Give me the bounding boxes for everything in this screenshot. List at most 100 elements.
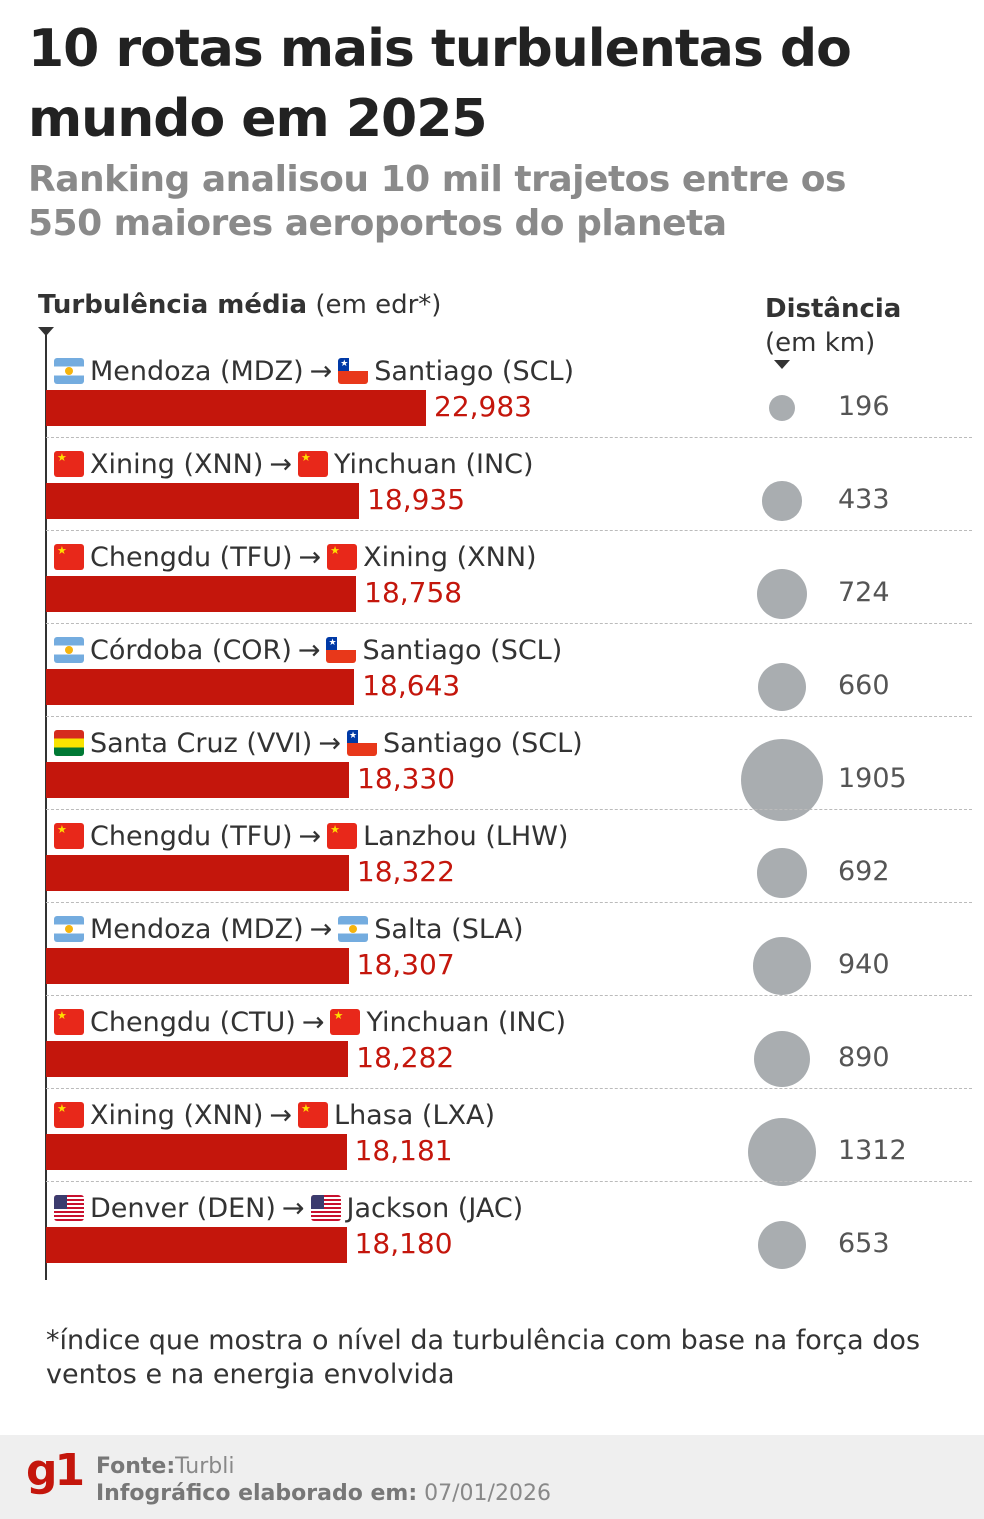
bar-value-label: 18,330	[357, 762, 456, 795]
arrow-icon: →	[297, 634, 321, 666]
destination-airport: Salta (SLA)	[374, 913, 524, 945]
route-label: Santa Cruz (VVI) → ★ Santiago (SCL)	[54, 726, 583, 760]
footnote: *índice que mostra o nível da turbulênci…	[46, 1325, 921, 1390]
bar-value-label: 18,307	[356, 948, 455, 981]
source-block: Fonte:Turbli Infográfico elaborado em: 0…	[96, 1453, 551, 1507]
route-label: ★ Xining (XNN) → ★ Lhasa (LXA)	[54, 1098, 495, 1132]
origin-airport: Mendoza (MDZ)	[90, 913, 304, 945]
distance-unit: (em km)	[765, 328, 876, 358]
distance-value: 653	[838, 1228, 890, 1259]
bar-value-label: 22,983	[434, 390, 532, 423]
origin-airport: Chengdu (TFU)	[90, 820, 293, 852]
x-axis-label-bold: Turbulência média	[38, 290, 308, 320]
arrow-icon: →	[318, 727, 341, 759]
row-divider	[46, 809, 972, 810]
usa-flag-icon	[54, 1195, 84, 1221]
y-axis-line	[45, 330, 47, 1280]
china-flag-icon: ★	[54, 451, 84, 477]
chile-flag-icon: ★	[338, 358, 369, 384]
destination-airport: Yinchuan (INC)	[334, 448, 534, 480]
distance-circle	[757, 1220, 806, 1269]
china-flag-icon: ★	[298, 451, 329, 477]
bar-value-label: 18,282	[356, 1041, 455, 1074]
source-label: Fonte:	[96, 1454, 176, 1479]
distance-circle	[768, 394, 796, 422]
route-label: Denver (DEN) → Jackson (JAC)	[54, 1191, 523, 1225]
china-flag-icon: ★	[54, 544, 84, 570]
row-divider	[46, 530, 972, 531]
bar	[46, 1227, 347, 1263]
destination-airport: Xining (XNN)	[363, 541, 537, 573]
bar-value-label: 18,935	[367, 483, 466, 516]
row-divider	[46, 623, 972, 624]
distance-value: 433	[838, 484, 890, 515]
china-flag-icon: ★	[327, 823, 358, 849]
argentina-flag-icon	[338, 916, 369, 942]
destination-airport: Lanzhou (LHW)	[363, 820, 569, 852]
distance-value: 890	[838, 1042, 890, 1073]
distance-circle	[753, 1030, 811, 1088]
distance-circle	[757, 662, 807, 712]
bar	[46, 390, 426, 426]
distance-triangle-icon	[774, 360, 790, 369]
row-divider	[46, 437, 972, 438]
bar	[46, 855, 349, 891]
x-axis-label: Turbulência média (em edr*)	[38, 290, 441, 320]
china-flag-icon: ★	[330, 1009, 361, 1035]
bar	[46, 1134, 347, 1170]
china-flag-icon: ★	[298, 1102, 329, 1128]
distance-value: 692	[838, 856, 890, 887]
bar	[46, 1041, 349, 1077]
distance-value: 1312	[838, 1135, 907, 1166]
distance-value: 724	[838, 577, 890, 608]
destination-airport: Jackson (JAC)	[346, 1192, 524, 1224]
distance-value: 1905	[838, 763, 907, 794]
destination-airport: Santiago (SCL)	[374, 355, 575, 387]
destination-airport: Santiago (SCL)	[382, 727, 583, 759]
origin-airport: Córdoba (COR)	[90, 634, 292, 666]
arrow-icon: →	[309, 355, 333, 387]
distance-circle	[747, 1117, 817, 1187]
bar	[46, 483, 360, 519]
destination-airport: Santiago (SCL)	[362, 634, 563, 666]
distance-label: Distância (em km)	[765, 292, 901, 360]
distance-label-bold: Distância	[765, 294, 902, 324]
origin-airport: Chengdu (TFU)	[90, 541, 293, 573]
route-label: ★ Xining (XNN) → ★ Yinchuan (INC)	[54, 447, 534, 481]
distance-circle	[757, 848, 807, 898]
bar-value-label: 18,322	[356, 855, 455, 888]
bar	[46, 669, 355, 705]
origin-airport: Denver (DEN)	[90, 1192, 276, 1224]
bar	[46, 576, 357, 612]
origin-airport: Xining (XNN)	[90, 1099, 264, 1131]
source-value: Turbli	[175, 1454, 235, 1479]
china-flag-icon: ★	[327, 544, 358, 570]
route-label: Córdoba (COR) → ★ Santiago (SCL)	[54, 633, 562, 667]
china-flag-icon: ★	[54, 1009, 84, 1035]
chart-area: Mendoza (MDZ) → ★ Santiago (SCL) 22,983 196 ★ X…	[46, 354, 972, 1269]
origin-airport: Santa Cruz (VVI)	[90, 727, 313, 759]
bar-value-label: 18,758	[364, 576, 463, 609]
distance-circle	[753, 937, 811, 995]
bar-value-label: 18,643	[362, 669, 461, 702]
origin-airport: Mendoza (MDZ)	[90, 355, 304, 387]
arrow-icon: →	[309, 913, 333, 945]
arrow-icon: →	[269, 1099, 293, 1131]
route-label: Mendoza (MDZ) → Salta (SLA)	[54, 912, 524, 946]
row-divider	[46, 1181, 972, 1182]
distance-circle	[756, 568, 808, 620]
origin-airport: Chengdu (CTU)	[90, 1006, 296, 1038]
bar-value-label: 18,181	[354, 1134, 453, 1167]
argentina-flag-icon	[54, 916, 84, 942]
china-flag-icon: ★	[54, 823, 84, 849]
destination-airport: Yinchuan (INC)	[366, 1006, 567, 1038]
route-label: Mendoza (MDZ) → ★ Santiago (SCL)	[54, 354, 574, 388]
usa-flag-icon	[310, 1195, 341, 1221]
page-subtitle: Ranking analisou 10 mil trajetos entre o…	[28, 159, 846, 244]
bar-value-label: 18,180	[354, 1227, 453, 1260]
china-flag-icon: ★	[54, 1102, 84, 1128]
chile-flag-icon: ★	[326, 637, 357, 663]
g1-logo: g1	[26, 1445, 85, 1496]
chile-flag-icon: ★	[346, 730, 377, 756]
row-divider	[46, 902, 972, 903]
